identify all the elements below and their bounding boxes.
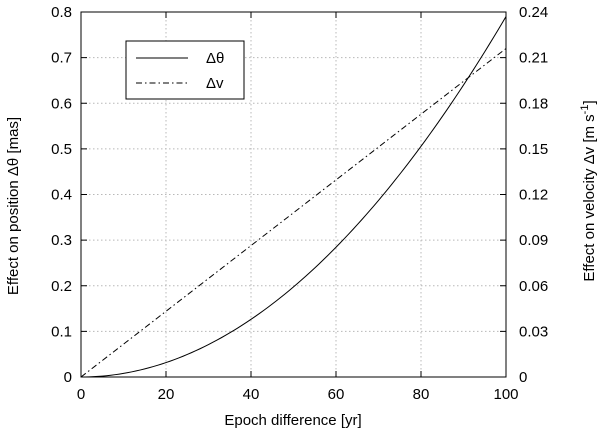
y-axis-label-right: Effect on velocity Δv [m s-1] [579,100,598,281]
y-tick-label-left: 0.8 [51,4,72,21]
series-line-dtheta [80,16,507,378]
series-line-dv [80,48,507,378]
y-tick-label-left: 0 [64,369,72,386]
y-tick-label-right: 0.18 [519,95,548,112]
y-axis-label-right-main: Effect on velocity Δv [m s [581,114,598,281]
x-tick-label: 0 [77,386,85,403]
y-tick-label-right: 0.12 [519,187,548,204]
y-tick-label-right: 0.06 [519,278,548,295]
x-tick-label: 100 [493,386,518,403]
x-tick-label: 20 [158,386,175,403]
grid-layer [81,12,506,377]
y-tick-label-right: 0.24 [519,4,548,21]
y-axis-label-left: Effect on position Δθ [mas] [5,117,22,295]
y-tick-label-right: 0.15 [519,141,548,158]
x-axis-label: Epoch difference [yr] [224,412,361,429]
y-tick-label-left: 0.1 [51,323,72,340]
y-tick-label-right: 0.03 [519,323,548,340]
y-axis-label-right-end: ] [581,100,598,104]
x-tick-label: 40 [243,386,260,403]
legend-box [125,40,245,100]
y-tick-label-right: 0.09 [519,232,548,249]
legend-label-dtheta: Δθ [206,50,224,67]
x-tick-label: 80 [413,386,430,403]
y-tick-label-left: 0.3 [51,232,72,249]
y-tick-label-left: 0.4 [51,187,72,204]
y-tick-label-left: 0.2 [51,278,72,295]
x-tick-label: 60 [328,386,345,403]
tick-layer: 0 20 40 60 80 10000.10.20.30.40.50.60.70.800.… [51,4,548,403]
y-tick-label-right: 0.21 [519,50,548,67]
y-tick-label-left: 0.7 [51,50,72,67]
legend: Δθ Δv [125,40,245,100]
y-axis-label-right-sup: -1 [579,105,591,115]
series-layer [80,16,507,378]
y-tick-label-right: 0 [519,369,527,386]
y-tick-label-left: 0.6 [51,95,72,112]
y-tick-label-left: 0.5 [51,141,72,158]
legend-label-dv: Δv [206,75,224,92]
